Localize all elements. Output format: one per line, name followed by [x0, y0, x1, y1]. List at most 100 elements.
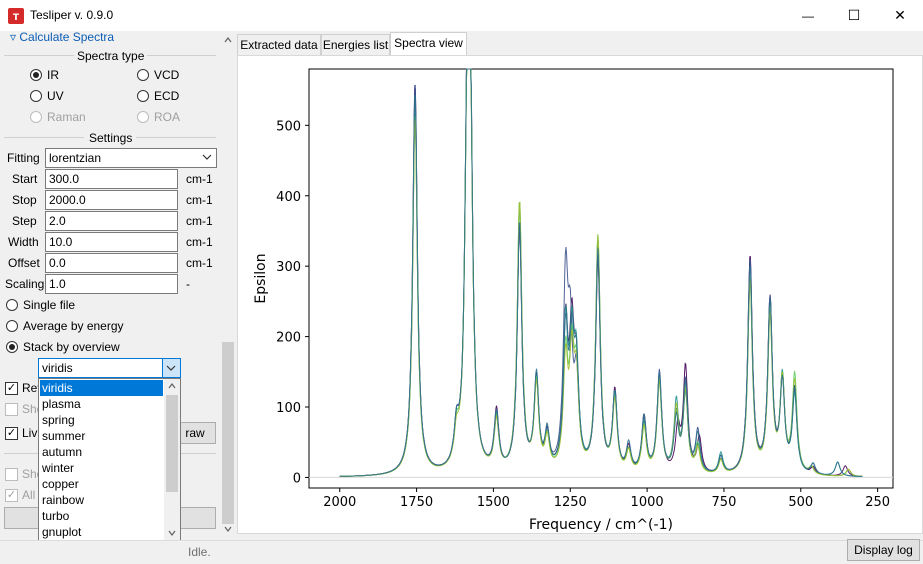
all-checkbox[interactable]: ✓ — [5, 489, 18, 502]
maximize-icon: ☐ — [847, 7, 861, 23]
radio-stack-by-overview[interactable] — [6, 341, 18, 353]
status-text: Idle. — [188, 545, 211, 559]
redraw-button-label: raw — [185, 426, 205, 440]
spectra-type-label: Spectra type — [77, 49, 145, 63]
tab-extracted-data[interactable]: Extracted data — [237, 34, 321, 55]
y-tick-label: 300 — [276, 260, 301, 275]
start-input[interactable]: 300.0 — [45, 169, 178, 189]
minimize-icon: — — [802, 8, 814, 23]
radio-raman-label: Raman — [47, 110, 86, 124]
list-item[interactable]: plasma — [42, 397, 81, 411]
colormap-list: viridis plasma spring summer autumn wint… — [38, 378, 181, 541]
list-item[interactable]: viridis — [40, 380, 163, 396]
status-bar — [0, 540, 923, 564]
colormap-dropdown-button[interactable] — [162, 359, 180, 377]
x-tick-label: 2000 — [323, 495, 356, 510]
radio-roa[interactable] — [137, 111, 149, 123]
list-item[interactable]: gnuplot — [42, 525, 82, 539]
x-axis-label: Frequency / cm^(-1) — [529, 517, 673, 533]
calculate-spectra-header[interactable]: ▿ Calculate Spectra — [10, 30, 115, 44]
plot-frame — [308, 68, 894, 489]
scroll-up-icon[interactable] — [168, 383, 176, 389]
scaling-input[interactable]: 1.0 — [45, 274, 178, 294]
radio-single-file-label: Single file — [23, 298, 76, 312]
x-tick-label: 250 — [865, 495, 890, 510]
list-item[interactable]: copper — [42, 477, 79, 491]
fitting-value: lorentzian — [49, 151, 102, 165]
list-item[interactable]: turbo — [42, 509, 70, 523]
radio-average-by-energy-label: Average by energy — [23, 319, 124, 333]
list-item[interactable]: spring — [42, 413, 75, 427]
step-input[interactable]: 2.0 — [45, 211, 178, 231]
minimize-button[interactable]: — — [785, 0, 831, 31]
radio-single-file[interactable] — [6, 299, 18, 311]
close-icon: ✕ — [894, 7, 906, 23]
app-icon: T — [8, 8, 24, 24]
spectrum-line-6 — [339, 68, 863, 477]
y-tick-label: 100 — [276, 401, 301, 416]
start-label: Start — [12, 172, 38, 186]
start-unit: cm-1 — [186, 172, 213, 186]
all-label: All — [22, 488, 36, 502]
radio-vcd[interactable] — [137, 69, 149, 81]
radio-ecd[interactable] — [137, 90, 149, 102]
x-tick-label: 750 — [712, 495, 737, 510]
scroll-up-icon[interactable] — [224, 37, 232, 43]
radio-ir-label: IR — [47, 68, 59, 82]
radio-raman[interactable] — [30, 111, 42, 123]
offset-input[interactable]: 0.0 — [45, 253, 178, 273]
settings-label: Settings — [89, 131, 133, 145]
x-tick-label: 1750 — [400, 495, 433, 510]
radio-average-by-energy[interactable] — [6, 320, 18, 332]
radio-vcd-label: VCD — [154, 68, 180, 82]
scaling-label: Scaling — [5, 277, 45, 291]
y-tick-label: 200 — [276, 331, 301, 346]
list-item[interactable]: summer — [42, 429, 86, 443]
fitting-label: Fitting — [7, 151, 40, 165]
list-item[interactable]: winter — [42, 461, 75, 475]
chevron-down-icon — [166, 365, 176, 371]
window-title: Tesliper v. 0.9.0 — [30, 8, 114, 22]
scroll-down-icon[interactable] — [168, 530, 176, 536]
x-tick-label: 1500 — [477, 495, 510, 510]
spectra-plot-panel: 2000 1750 1500 1250 1000 750 500 250 0 100 200 300 4… — [237, 55, 923, 534]
left-panel-scrollbar[interactable] — [220, 31, 236, 540]
colormap-value: viridis — [42, 361, 73, 375]
step-label: Step — [12, 214, 37, 228]
list-item[interactable]: autumn — [42, 445, 83, 459]
show-checkbox[interactable] — [5, 403, 18, 416]
y-axis-label: Epsilon — [253, 253, 269, 303]
left-panel-scroll-thumb[interactable] — [222, 342, 234, 524]
close-button[interactable]: ✕ — [877, 0, 923, 31]
offset-unit: cm-1 — [186, 256, 213, 270]
maximize-button[interactable]: ☐ — [831, 0, 877, 31]
scroll-down-icon[interactable] — [224, 526, 232, 532]
colormap-select[interactable]: viridis — [38, 358, 181, 378]
fitting-select[interactable]: lorentzian — [45, 148, 217, 168]
display-log-button[interactable]: Display log — [847, 539, 920, 561]
stop-unit: cm-1 — [186, 193, 213, 207]
y-tick-label: 400 — [276, 190, 301, 205]
divider — [4, 137, 84, 138]
stop-input[interactable]: 2000.0 — [45, 190, 178, 210]
radio-ir[interactable] — [30, 69, 42, 81]
tab-spectra-view[interactable]: Spectra view — [390, 32, 467, 56]
radio-ecd-label: ECD — [154, 89, 180, 103]
width-input[interactable]: 10.0 — [45, 232, 178, 252]
width-unit: cm-1 — [186, 235, 213, 249]
live-preview-checkbox[interactable]: ✓ — [5, 427, 18, 440]
divider — [136, 137, 216, 138]
divider — [147, 55, 216, 56]
tab-energies-list[interactable]: Energies list — [321, 34, 390, 55]
reverse-checkbox[interactable]: ✓ — [5, 382, 18, 395]
spectra-chart[interactable]: 2000 1750 1500 1250 1000 750 500 250 0 100 200 300 4… — [238, 56, 922, 533]
show-checkbox-2[interactable] — [5, 468, 18, 481]
svg-text:T: T — [13, 13, 20, 23]
y-tick-label: 0 — [293, 471, 301, 486]
step-unit: cm-1 — [186, 214, 213, 228]
colormap-list-scrollbar[interactable] — [164, 379, 180, 540]
colormap-list-scroll-thumb[interactable] — [166, 395, 178, 492]
divider — [4, 55, 74, 56]
list-item[interactable]: rainbow — [42, 493, 85, 507]
radio-uv[interactable] — [30, 90, 42, 102]
